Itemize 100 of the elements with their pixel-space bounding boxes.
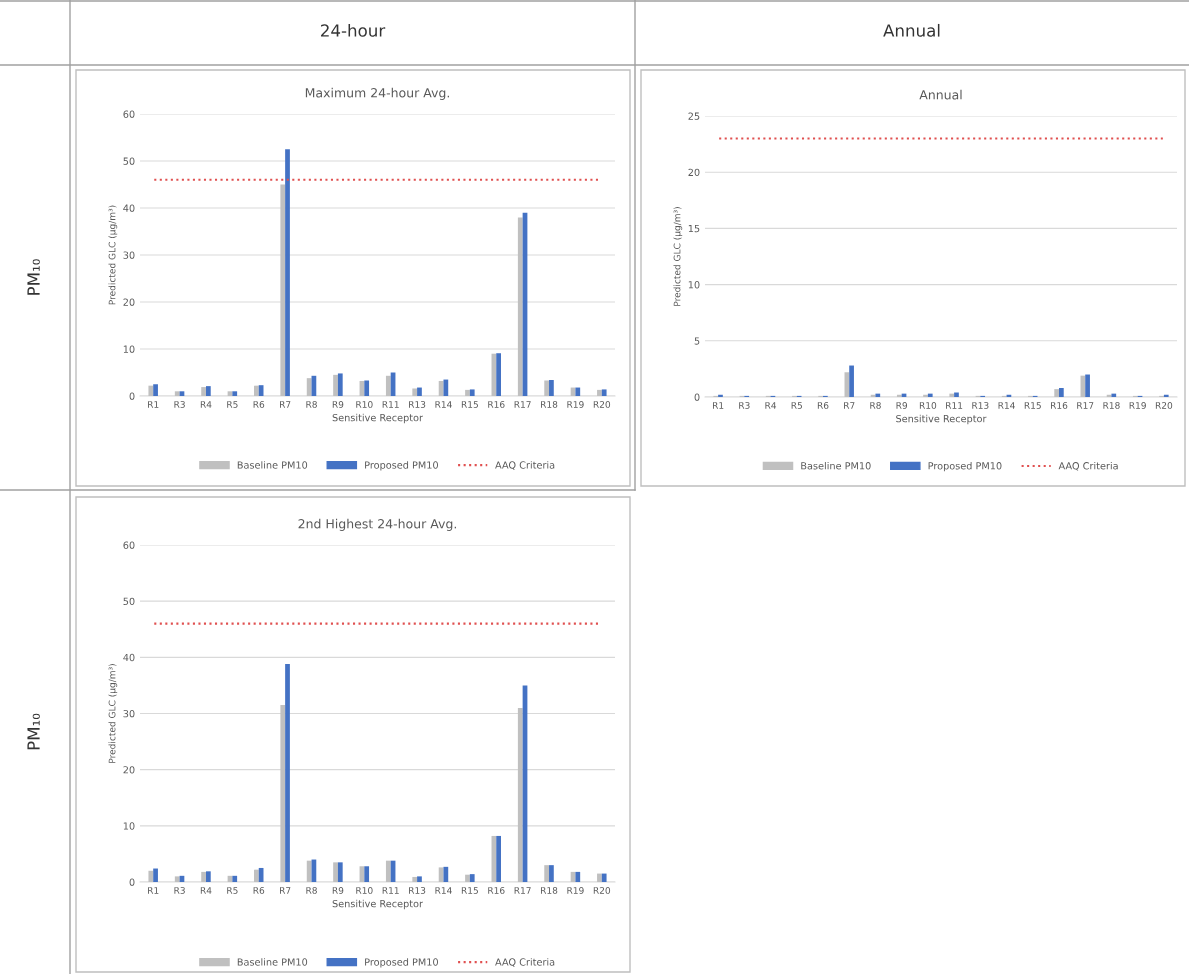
legend-label: Baseline PM10 <box>237 461 308 469</box>
x-tick-label: R17 <box>514 887 531 894</box>
x-tick-label: R20 <box>593 887 611 894</box>
bar <box>465 874 470 882</box>
y-tick-label: 25 <box>688 112 700 120</box>
bar <box>601 873 607 882</box>
y-tick-label: 30 <box>123 251 135 259</box>
x-tick-label: R10 <box>356 887 373 894</box>
x-tick-label: R1 <box>712 402 724 409</box>
chart-title: Maximum 24-hour Avg. <box>305 87 450 100</box>
y-tick-label: 10 <box>123 822 135 830</box>
legend-label: AAQ Criteria <box>1058 461 1118 471</box>
x-tick-label: R6 <box>253 401 265 408</box>
x-tick-label: R5 <box>791 402 802 409</box>
bar <box>205 871 211 882</box>
x-axis-title: Sensitive Receptor <box>332 899 423 910</box>
legend-label: AAQ Criteria <box>495 958 555 967</box>
x-tick-label: R5 <box>227 401 238 408</box>
y-tick-label: 40 <box>123 653 135 662</box>
x-axis-title: Sensitive Receptor <box>332 413 423 424</box>
bar <box>232 875 238 882</box>
x-tick-label: R18 <box>1103 402 1120 409</box>
x-tick-label: R18 <box>541 401 558 408</box>
x-tick-label: R17 <box>514 401 531 408</box>
bar <box>337 373 343 396</box>
bar <box>496 835 501 882</box>
bar <box>174 876 180 882</box>
x-tick-label: R4 <box>765 402 777 409</box>
bar <box>385 375 391 396</box>
bar <box>923 394 928 397</box>
x-tick-label: R11 <box>946 402 963 409</box>
x-tick-label: R16 <box>1051 402 1068 409</box>
bar <box>949 393 955 397</box>
y-tick-label: 20 <box>123 298 135 306</box>
bar <box>232 391 238 396</box>
bar <box>280 705 286 882</box>
x-tick-label: R9 <box>332 401 344 408</box>
x-tick-label: R13 <box>972 402 989 409</box>
x-tick-label: R10 <box>356 401 373 408</box>
y-tick-label: 0 <box>694 393 700 401</box>
bar <box>443 866 449 882</box>
y-tick-label: 50 <box>123 157 135 165</box>
x-tick-label: R20 <box>1155 402 1173 409</box>
y-axis-title: Predicted GLC (µg/m³) <box>673 207 683 306</box>
y-tick-label: 5 <box>694 337 700 345</box>
bar <box>517 707 523 882</box>
bar <box>465 389 470 396</box>
y-tick-label: 30 <box>123 709 135 718</box>
x-tick-label: R15 <box>1024 402 1041 409</box>
bar <box>201 387 206 396</box>
x-tick-label: R7 <box>844 402 855 409</box>
text: PM₁₀ <box>27 259 40 295</box>
bar <box>549 865 554 882</box>
x-tick-label: R16 <box>488 401 505 408</box>
x-tick-label: R6 <box>817 402 829 409</box>
x-tick-label: R3 <box>739 402 750 409</box>
x-tick-label: R14 <box>998 402 1015 409</box>
x-tick-label: R4 <box>200 887 212 894</box>
x-tick-label: R19 <box>567 401 584 408</box>
bar <box>254 869 259 882</box>
bar <box>364 380 370 396</box>
bar <box>333 374 338 396</box>
legend-label: Baseline PM10 <box>801 461 871 470</box>
x-tick-label: R3 <box>174 401 185 408</box>
legend-label: Baseline PM10 <box>237 958 308 966</box>
x-tick-label: R20 <box>593 401 611 408</box>
y-tick-label: 60 <box>123 541 135 549</box>
x-tick-label: R19 <box>567 887 584 894</box>
x-tick-label: R1 <box>148 887 159 894</box>
text: PM₁₀ <box>27 713 40 750</box>
bar <box>875 393 881 397</box>
y-tick-label: 20 <box>123 766 135 774</box>
bar <box>896 394 902 397</box>
x-tick-label: R7 <box>280 401 291 408</box>
x-tick-label: R13 <box>409 887 426 894</box>
bar <box>417 387 422 396</box>
bar <box>597 873 602 882</box>
bar <box>469 874 475 882</box>
x-tick-label: R8 <box>306 887 317 894</box>
bar <box>201 871 206 882</box>
bar <box>1054 389 1059 397</box>
bar <box>148 385 154 396</box>
x-tick-label: R10 <box>919 402 937 409</box>
y-tick-label: 40 <box>123 204 135 212</box>
y-tick-label: 0 <box>129 878 135 886</box>
bar <box>1111 393 1117 397</box>
y-axis-title: Predicted GLC (µg/m³) <box>108 205 118 305</box>
x-tick-label: R14 <box>435 401 452 408</box>
y-tick-label: 10 <box>688 281 700 289</box>
x-tick-label: R13 <box>409 401 426 408</box>
bar <box>718 394 723 397</box>
bar <box>205 386 211 396</box>
bar <box>280 184 286 396</box>
x-tick-label: R19 <box>1129 402 1146 409</box>
bar <box>1059 388 1064 397</box>
x-tick-label: R14 <box>435 887 452 894</box>
bar <box>285 664 290 882</box>
bar <box>496 353 501 396</box>
bar <box>258 867 264 882</box>
text: 24-hour <box>321 23 386 37</box>
